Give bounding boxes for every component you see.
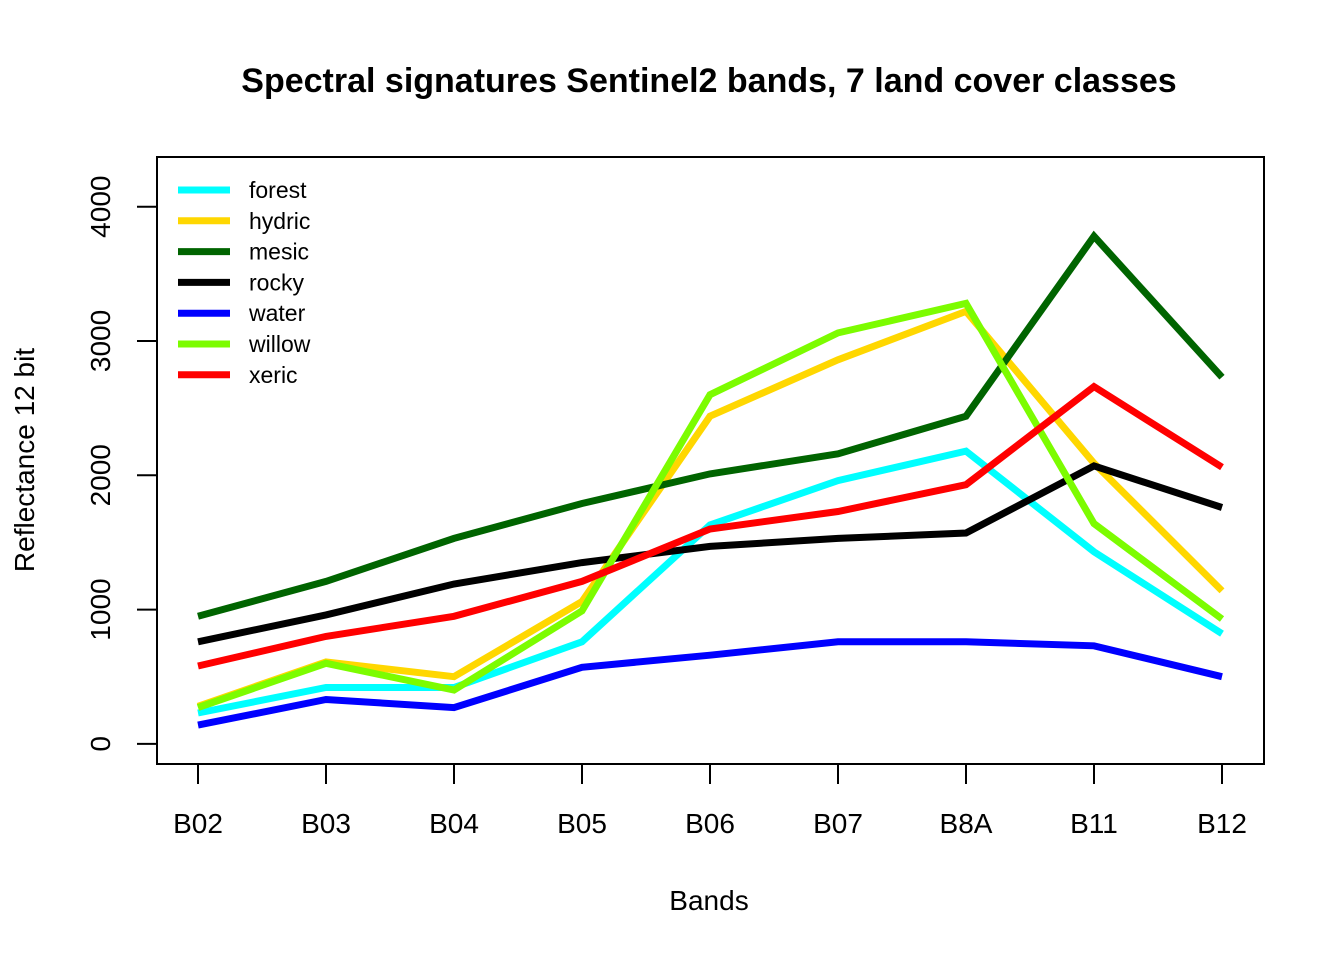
series-line-water bbox=[197, 638, 1223, 729]
legend-label-mesic: mesic bbox=[249, 239, 309, 265]
series-line-hydric bbox=[196, 307, 1225, 710]
x-tick-label: B03 bbox=[301, 808, 351, 839]
y-tick-label: 1000 bbox=[85, 578, 116, 640]
legend: forest hydric mesic rocky water willow xeric bbox=[178, 177, 311, 388]
x-axis: B02 B03 B04 B05 B06 B07 B8A B11 B12 bbox=[173, 763, 1247, 839]
y-axis-title: Reflectance 12 bit bbox=[9, 348, 40, 572]
legend-label-xeric: xeric bbox=[249, 362, 298, 388]
y-tick-label: 0 bbox=[85, 736, 116, 752]
series-line-mesic bbox=[197, 230, 1225, 620]
x-tick-label: B12 bbox=[1197, 808, 1247, 839]
legend-label-willow: willow bbox=[248, 331, 311, 357]
legend-label-rocky: rocky bbox=[249, 269, 304, 295]
series-line-forest bbox=[197, 447, 1224, 717]
y-axis: 0 1000 2000 3000 4000 bbox=[85, 176, 158, 752]
series-line-rocky bbox=[197, 462, 1224, 646]
y-tick-label: 2000 bbox=[85, 444, 116, 506]
x-tick-label: B11 bbox=[1070, 808, 1118, 839]
x-axis-title: Bands bbox=[669, 885, 748, 916]
series-layer bbox=[196, 230, 1225, 729]
x-tick-label: B02 bbox=[173, 808, 223, 839]
chart-title: Spectral signatures Sentinel2 bands, 7 l… bbox=[241, 62, 1176, 100]
x-tick-label: B04 bbox=[429, 808, 479, 839]
legend-label-forest: forest bbox=[249, 177, 307, 203]
plot-frame bbox=[156, 156, 1265, 765]
x-tick-label: B05 bbox=[557, 808, 607, 839]
x-tick-label: B8A bbox=[940, 808, 993, 839]
series-line-willow bbox=[196, 299, 1225, 711]
y-tick-label: 3000 bbox=[85, 310, 116, 372]
series-line-xeric bbox=[197, 382, 1224, 670]
legend-label-hydric: hydric bbox=[249, 208, 310, 234]
x-tick-label: B07 bbox=[813, 808, 863, 839]
legend-label-water: water bbox=[248, 300, 306, 326]
y-tick-label: 4000 bbox=[85, 176, 116, 238]
x-tick-label: B06 bbox=[685, 808, 735, 839]
